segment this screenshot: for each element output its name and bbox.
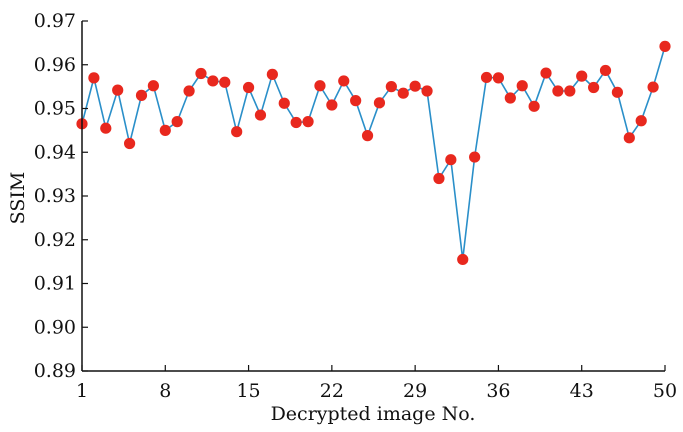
data-point [147, 80, 159, 92]
data-point [88, 72, 100, 84]
data-point [516, 80, 528, 92]
data-point [540, 67, 552, 79]
data-point [433, 172, 445, 185]
data-point [266, 68, 278, 80]
data-point [242, 81, 255, 94]
data-point [623, 132, 635, 144]
data-point [659, 40, 671, 52]
data-point [207, 75, 219, 87]
y-tick-label: 0.97 [34, 10, 76, 32]
y-tick-label: 0.90 [34, 316, 76, 338]
x-tick-label: 29 [403, 380, 427, 402]
data-point [445, 154, 457, 166]
data-point [350, 95, 362, 107]
data-point [588, 81, 600, 94]
data-point [135, 89, 148, 101]
data-point [385, 81, 397, 93]
data-point [361, 130, 374, 142]
x-tick-label: 15 [236, 380, 260, 402]
data-point [314, 80, 326, 92]
data-point [564, 85, 576, 97]
data-point [397, 87, 409, 99]
data-point [231, 126, 243, 138]
data-point [171, 116, 183, 128]
data-point [635, 115, 647, 127]
y-tick-label: 0.89 [34, 360, 76, 382]
data-point [504, 92, 516, 104]
y-tick-label: 0.92 [34, 229, 76, 251]
y-tick-label: 0.91 [34, 273, 76, 295]
data-point [219, 76, 231, 88]
data-point [599, 64, 612, 77]
data-point [183, 85, 195, 97]
y-tick-label: 0.96 [34, 54, 76, 76]
data-point [112, 84, 124, 96]
data-point [195, 67, 207, 80]
plot-area [76, 40, 671, 266]
data-point [528, 100, 540, 112]
data-point [552, 85, 564, 97]
y-tick-label: 0.93 [34, 185, 76, 207]
x-axis-label: Decrypted image No. [271, 403, 476, 425]
data-point [302, 116, 314, 128]
data-point [480, 71, 493, 84]
data-point [492, 72, 505, 84]
y-tick-label: 0.95 [34, 98, 76, 120]
data-point [290, 116, 302, 129]
data-point [373, 97, 386, 109]
data-point [326, 99, 338, 111]
data-point [647, 81, 659, 93]
data-point [611, 86, 624, 98]
data-point [123, 137, 136, 150]
x-tick-label: 22 [320, 380, 344, 402]
data-point [421, 85, 433, 97]
x-tick-label: 8 [159, 380, 171, 402]
x-tick-label: 43 [570, 380, 594, 402]
data-point [254, 109, 267, 121]
data-point [278, 97, 290, 109]
y-tick-label: 0.94 [34, 141, 76, 163]
data-point [457, 253, 469, 266]
data-point [576, 70, 588, 82]
y-axis-label: SSIM [7, 172, 29, 225]
x-tick-label: 50 [653, 380, 677, 402]
data-point [409, 80, 421, 92]
axes: 0.89 0.90 0.91 0.92 0.93 0.94 0.95 0.96 0.97 1 8 15… [34, 10, 677, 402]
data-point [338, 75, 350, 87]
x-tick-label: 1 [76, 380, 88, 402]
data-point [469, 151, 481, 163]
data-point [159, 124, 171, 136]
data-point [100, 122, 112, 134]
x-tick-label: 36 [486, 380, 510, 402]
